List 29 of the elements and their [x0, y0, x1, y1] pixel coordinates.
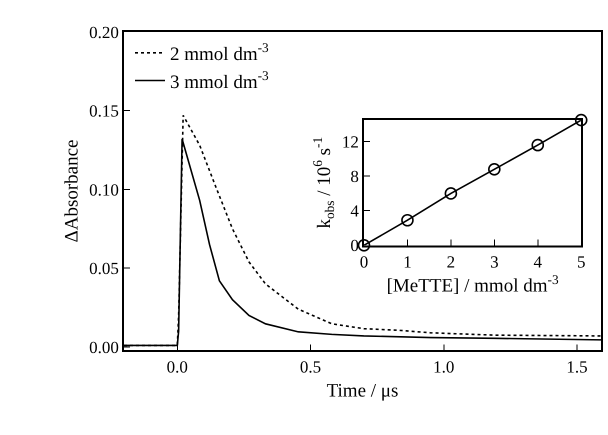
- point: [401, 214, 414, 227]
- y-tick-label: 4: [350, 202, 360, 221]
- x-tick-label: 2: [446, 252, 456, 272]
- x-tick-label: 1: [403, 252, 412, 272]
- y-tick-label: 0.05: [89, 259, 119, 278]
- x-tick-label: 4: [534, 252, 543, 272]
- y-tick-label: 0.15: [89, 102, 119, 121]
- point: [444, 187, 458, 200]
- y-tick-label: 0.20: [89, 22, 119, 42]
- y-tick-label: 0.10: [89, 180, 119, 200]
- y-tick-label: 8: [350, 167, 359, 186]
- legend-label: 2 mmol dm$^{-3}$: [170, 40, 270, 66]
- x-tick-label: 0.0: [166, 357, 188, 376]
- x-tick-label: 1.0: [433, 357, 454, 376]
- point: [574, 114, 588, 126]
- x-tick-label: 1.5: [566, 357, 588, 376]
- x-tick-label: 3: [490, 252, 499, 272]
- point: [488, 162, 501, 176]
- y-tick-label: 12: [342, 132, 359, 152]
- x-axis-title: Time / μs: [326, 380, 398, 402]
- point: [358, 238, 370, 252]
- y-tick-label: 0.00: [89, 338, 119, 357]
- legend-label: 3 mmol dm$^{-3}$: [170, 68, 270, 93]
- x-tick-label: 0.5: [300, 357, 322, 376]
- x-tick-label: 5: [576, 252, 586, 272]
- y-axis-title: ΔAbsorbance: [61, 140, 82, 242]
- x-axis-title: [MeTTE] / mmol dm$^{-3}$: [386, 272, 559, 297]
- y-tick-label: 0: [350, 236, 359, 256]
- point: [531, 138, 544, 152]
